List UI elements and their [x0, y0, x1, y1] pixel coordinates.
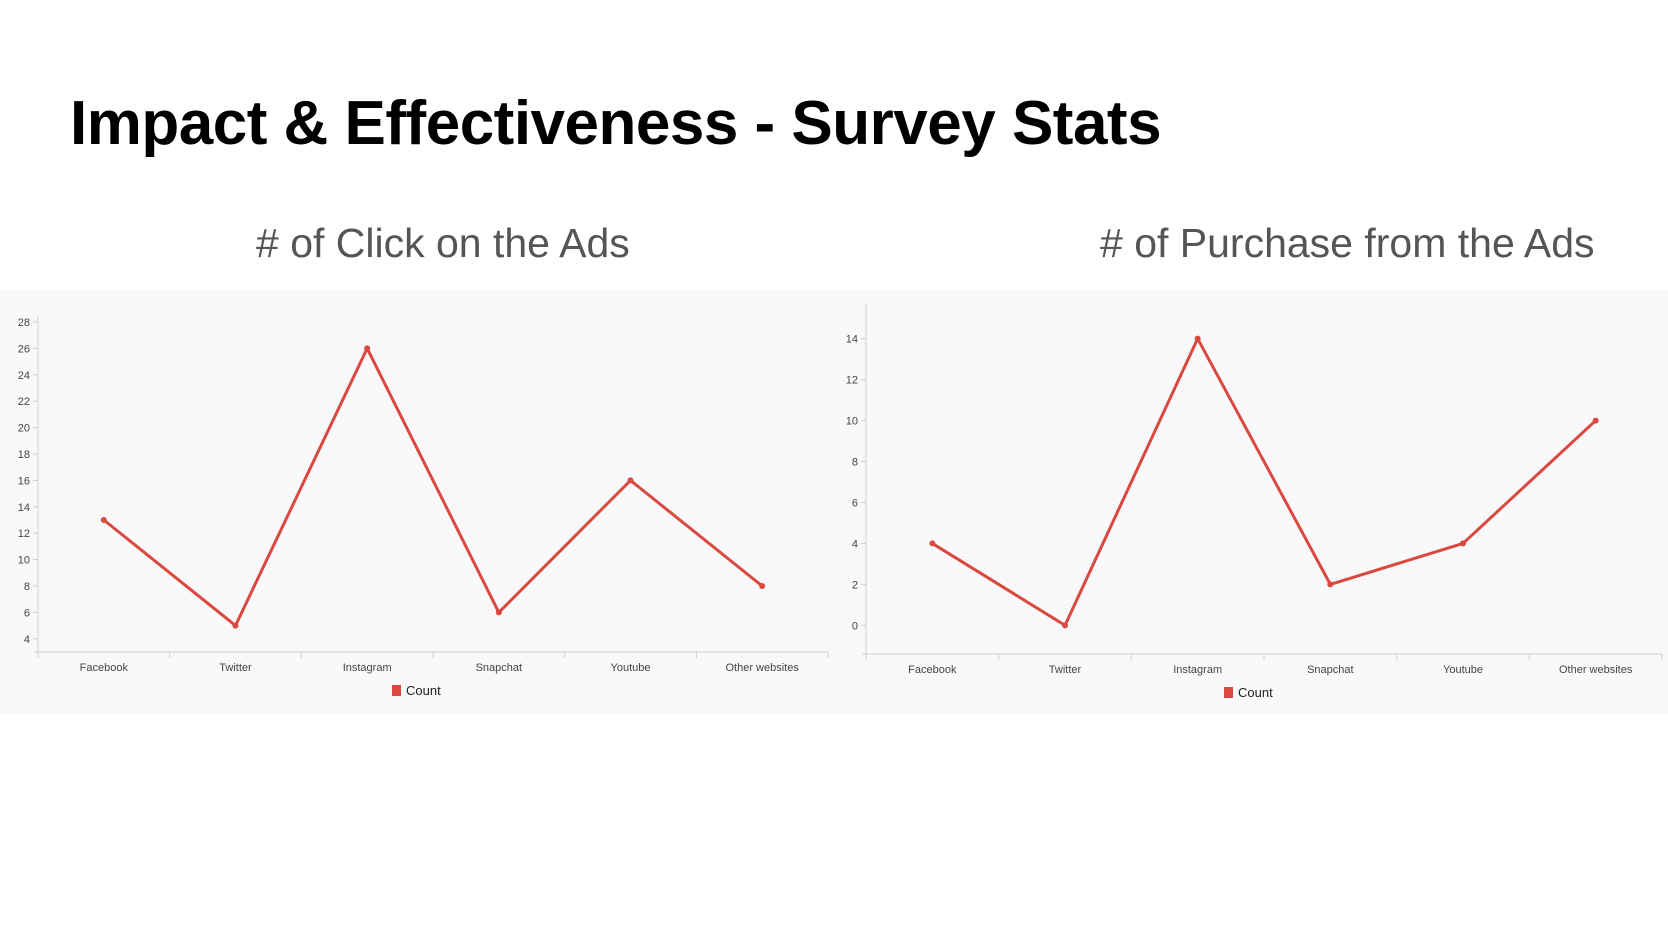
clicks-data-point — [364, 345, 371, 352]
purchases-line-chart: 0 2 4 6 8 10 12 14 Facebook Twitter Instagram Snapc… — [846, 304, 1663, 700]
purchases-x-tick-label: Snapchat — [1307, 664, 1353, 676]
clicks-x-tick-label: Other websites — [725, 662, 799, 674]
purchases-y-tick-label: 6 — [852, 497, 858, 509]
purchases-y-tick-label: 4 — [852, 538, 858, 550]
clicks-y-tick-label: 14 — [18, 502, 30, 514]
slide-title: Impact & Effectiveness - Survey Stats — [70, 89, 1162, 158]
clicks-y-tick-label: 28 — [18, 317, 30, 329]
purchases-y-tick-label: 2 — [852, 579, 858, 591]
clicks-y-tick-label: 18 — [18, 449, 30, 461]
purchases-data-point — [1460, 540, 1466, 547]
clicks-x-tick-label: Facebook — [80, 662, 129, 674]
purchases-y-tick-label: 8 — [852, 457, 858, 469]
purchases-legend-label: Count — [1238, 685, 1273, 700]
clicks-x-tick-label: Instagram — [343, 662, 392, 674]
clicks-y-tick-label: 22 — [18, 396, 30, 408]
purchases-x-tick-label: Twitter — [1049, 664, 1082, 676]
purchases-series-line — [931, 337, 1597, 627]
clicks-data-point — [100, 517, 107, 523]
clicks-x-tick-label: Snapchat — [476, 662, 522, 674]
clicks-y-tick-label: 26 — [18, 343, 30, 355]
clicks-x-tick-label: Twitter — [219, 662, 252, 674]
clicks-data-point — [495, 609, 502, 616]
purchases-x-tick-label: Facebook — [908, 664, 957, 676]
purchases-data-point — [1592, 417, 1599, 424]
clicks-y-tick-label: 16 — [18, 475, 30, 487]
clicks-data-point — [232, 622, 239, 629]
purchases-x-tick-label: Youtube — [1443, 664, 1483, 676]
clicks-line-chart: 4 6 8 10 12 14 16 18 20 22 24 26 28 Facebook Twitter In… — [18, 316, 829, 698]
purchases-y-tick-label: 0 — [852, 620, 858, 632]
purchases-x-tick-label: Instagram — [1173, 664, 1222, 676]
clicks-y-tick-label: 4 — [24, 634, 30, 646]
purchases-y-tick-label: 12 — [846, 375, 858, 387]
clicks-y-tick-label: 8 — [24, 581, 30, 593]
purchases-data-point — [1194, 335, 1201, 342]
clicks-y-tick-label: 6 — [24, 607, 30, 619]
clicks-y-tick-label: 20 — [18, 423, 30, 435]
chart-title-purchases: # of Purchase from the Ads — [1100, 220, 1595, 266]
chart-title-clicks: # of Click on the Ads — [256, 220, 630, 266]
clicks-y-tick-label: 10 — [18, 555, 30, 567]
purchases-chart-panel: 0 2 4 6 8 10 12 14 Facebook Twitter Instagram Snapc… — [834, 290, 1668, 714]
clicks-y-tick-label: 24 — [18, 370, 30, 382]
clicks-series-line — [102, 346, 764, 628]
purchases-y-tick-label: 14 — [846, 334, 858, 346]
purchases-data-point — [1327, 581, 1334, 588]
clicks-legend-swatch — [392, 685, 401, 696]
purchases-x-tick-label: Other websites — [1559, 664, 1633, 676]
clicks-data-point — [759, 583, 766, 589]
clicks-data-point — [627, 477, 634, 484]
purchases-legend-swatch — [1224, 687, 1233, 698]
clicks-legend-label: Count — [406, 683, 441, 698]
clicks-y-tick-label: 12 — [18, 528, 30, 540]
purchases-data-point — [1062, 622, 1068, 629]
purchases-data-point — [929, 540, 936, 547]
purchases-y-tick-label: 10 — [846, 416, 858, 428]
clicks-x-tick-label: Youtube — [611, 662, 651, 674]
clicks-chart-panel: 4 6 8 10 12 14 16 18 20 22 24 26 28 Facebook Twitter In… — [0, 290, 834, 714]
